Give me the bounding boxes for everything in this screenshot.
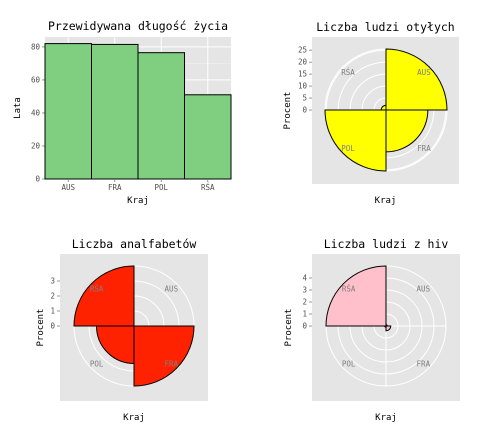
y-tick-label: 3 bbox=[302, 286, 307, 295]
bar-fra bbox=[91, 43, 139, 180]
y-tick-label: 3 bbox=[50, 277, 55, 286]
x-axis-title: Kraj bbox=[375, 413, 397, 423]
bar-pol bbox=[137, 52, 185, 180]
y-axis-title: Procent bbox=[283, 92, 293, 130]
y-tick-label: 25 bbox=[298, 46, 307, 55]
x-axis-title: Kraj bbox=[375, 196, 397, 206]
y-axis-title: Procent bbox=[36, 309, 46, 347]
y-tick-label: 0 bbox=[35, 175, 40, 184]
category-label: AUS bbox=[165, 285, 179, 294]
y-tick-label: 10 bbox=[298, 82, 308, 91]
category-label: POL bbox=[342, 359, 356, 368]
chart-title: Liczba analfabetów bbox=[72, 237, 197, 251]
illiteracy-polar-chart: AUS FRA POL RŚA 0 1 2 3 Liczba analfabetów Kraj Pr… bbox=[36, 237, 208, 423]
y-axis-title: Lata bbox=[13, 97, 23, 119]
wedge-rśa bbox=[380, 104, 387, 111]
category-label: FRA bbox=[417, 359, 431, 368]
y-tick-label: 0 bbox=[302, 106, 307, 115]
wedge-pol bbox=[324, 109, 387, 172]
x-axis-title: Kraj bbox=[127, 196, 149, 206]
wedge-pol bbox=[95, 325, 135, 365]
x-tick-label: AUS bbox=[61, 183, 75, 192]
y-tick-label: 2 bbox=[302, 298, 307, 307]
x-tick-label: RŚA bbox=[201, 183, 215, 192]
y-tick-label: 15 bbox=[298, 70, 307, 79]
hiv-polar-chart: AUS FRA POL RŚA 0 1 2 3 4 Liczba ludzi z hiv Kraj P… bbox=[284, 237, 460, 423]
y-axis-title: Procent bbox=[284, 309, 294, 347]
category-label: FRA bbox=[417, 144, 431, 153]
y-tick-label: 5 bbox=[302, 94, 307, 103]
y-tick-label: 1 bbox=[50, 307, 55, 316]
x-axis-title: Kraj bbox=[123, 413, 145, 423]
category-label: AUS bbox=[417, 285, 431, 294]
y-tick-label: 0 bbox=[302, 322, 307, 331]
bar-aus bbox=[44, 43, 92, 180]
obesity-polar-chart: AUS FRA POL RŚA 0 5 10 15 20 25 Liczba ludzi otyły… bbox=[283, 20, 459, 206]
chart-title: Liczba ludzi otyłych bbox=[316, 20, 454, 34]
category-label: RŚA bbox=[341, 68, 355, 77]
category-label: AUS bbox=[417, 68, 431, 77]
bar-rśa bbox=[184, 94, 232, 180]
category-label: FRA bbox=[165, 359, 179, 368]
y-tick-label: 20 bbox=[298, 58, 308, 67]
y-tick-label: 60 bbox=[31, 75, 41, 84]
wedge-fra bbox=[385, 325, 392, 332]
wedge-rśa bbox=[73, 265, 135, 327]
wedge-rśa bbox=[325, 265, 387, 327]
category-label: POL bbox=[90, 359, 104, 368]
y-tick-label: 80 bbox=[31, 42, 41, 51]
category-label: POL bbox=[341, 144, 355, 153]
y-tick-label: 0 bbox=[50, 322, 55, 331]
x-tick-label: FRA bbox=[108, 183, 122, 192]
y-tick-label: 1 bbox=[302, 310, 307, 319]
y-tick-label: 40 bbox=[31, 108, 41, 117]
life-expectancy-bar-chart: 0 20 40 60 80 AUS FRA POL RŚA Przewidywana długoś… bbox=[13, 19, 232, 206]
category-label: RŚA bbox=[342, 285, 356, 294]
wedge-fra bbox=[385, 109, 429, 153]
x-tick-label: POL bbox=[154, 183, 168, 192]
y-tick-label: 2 bbox=[50, 292, 55, 301]
chart-title: Liczba ludzi z hiv bbox=[324, 237, 449, 251]
y-tick-label: 20 bbox=[31, 141, 41, 150]
wedge-fra bbox=[133, 325, 195, 387]
y-tick-label: 4 bbox=[302, 274, 307, 283]
category-label: RŚA bbox=[90, 285, 104, 294]
wedge-aus bbox=[385, 48, 448, 111]
chart-title: Przewidywana długość życia bbox=[48, 19, 228, 33]
